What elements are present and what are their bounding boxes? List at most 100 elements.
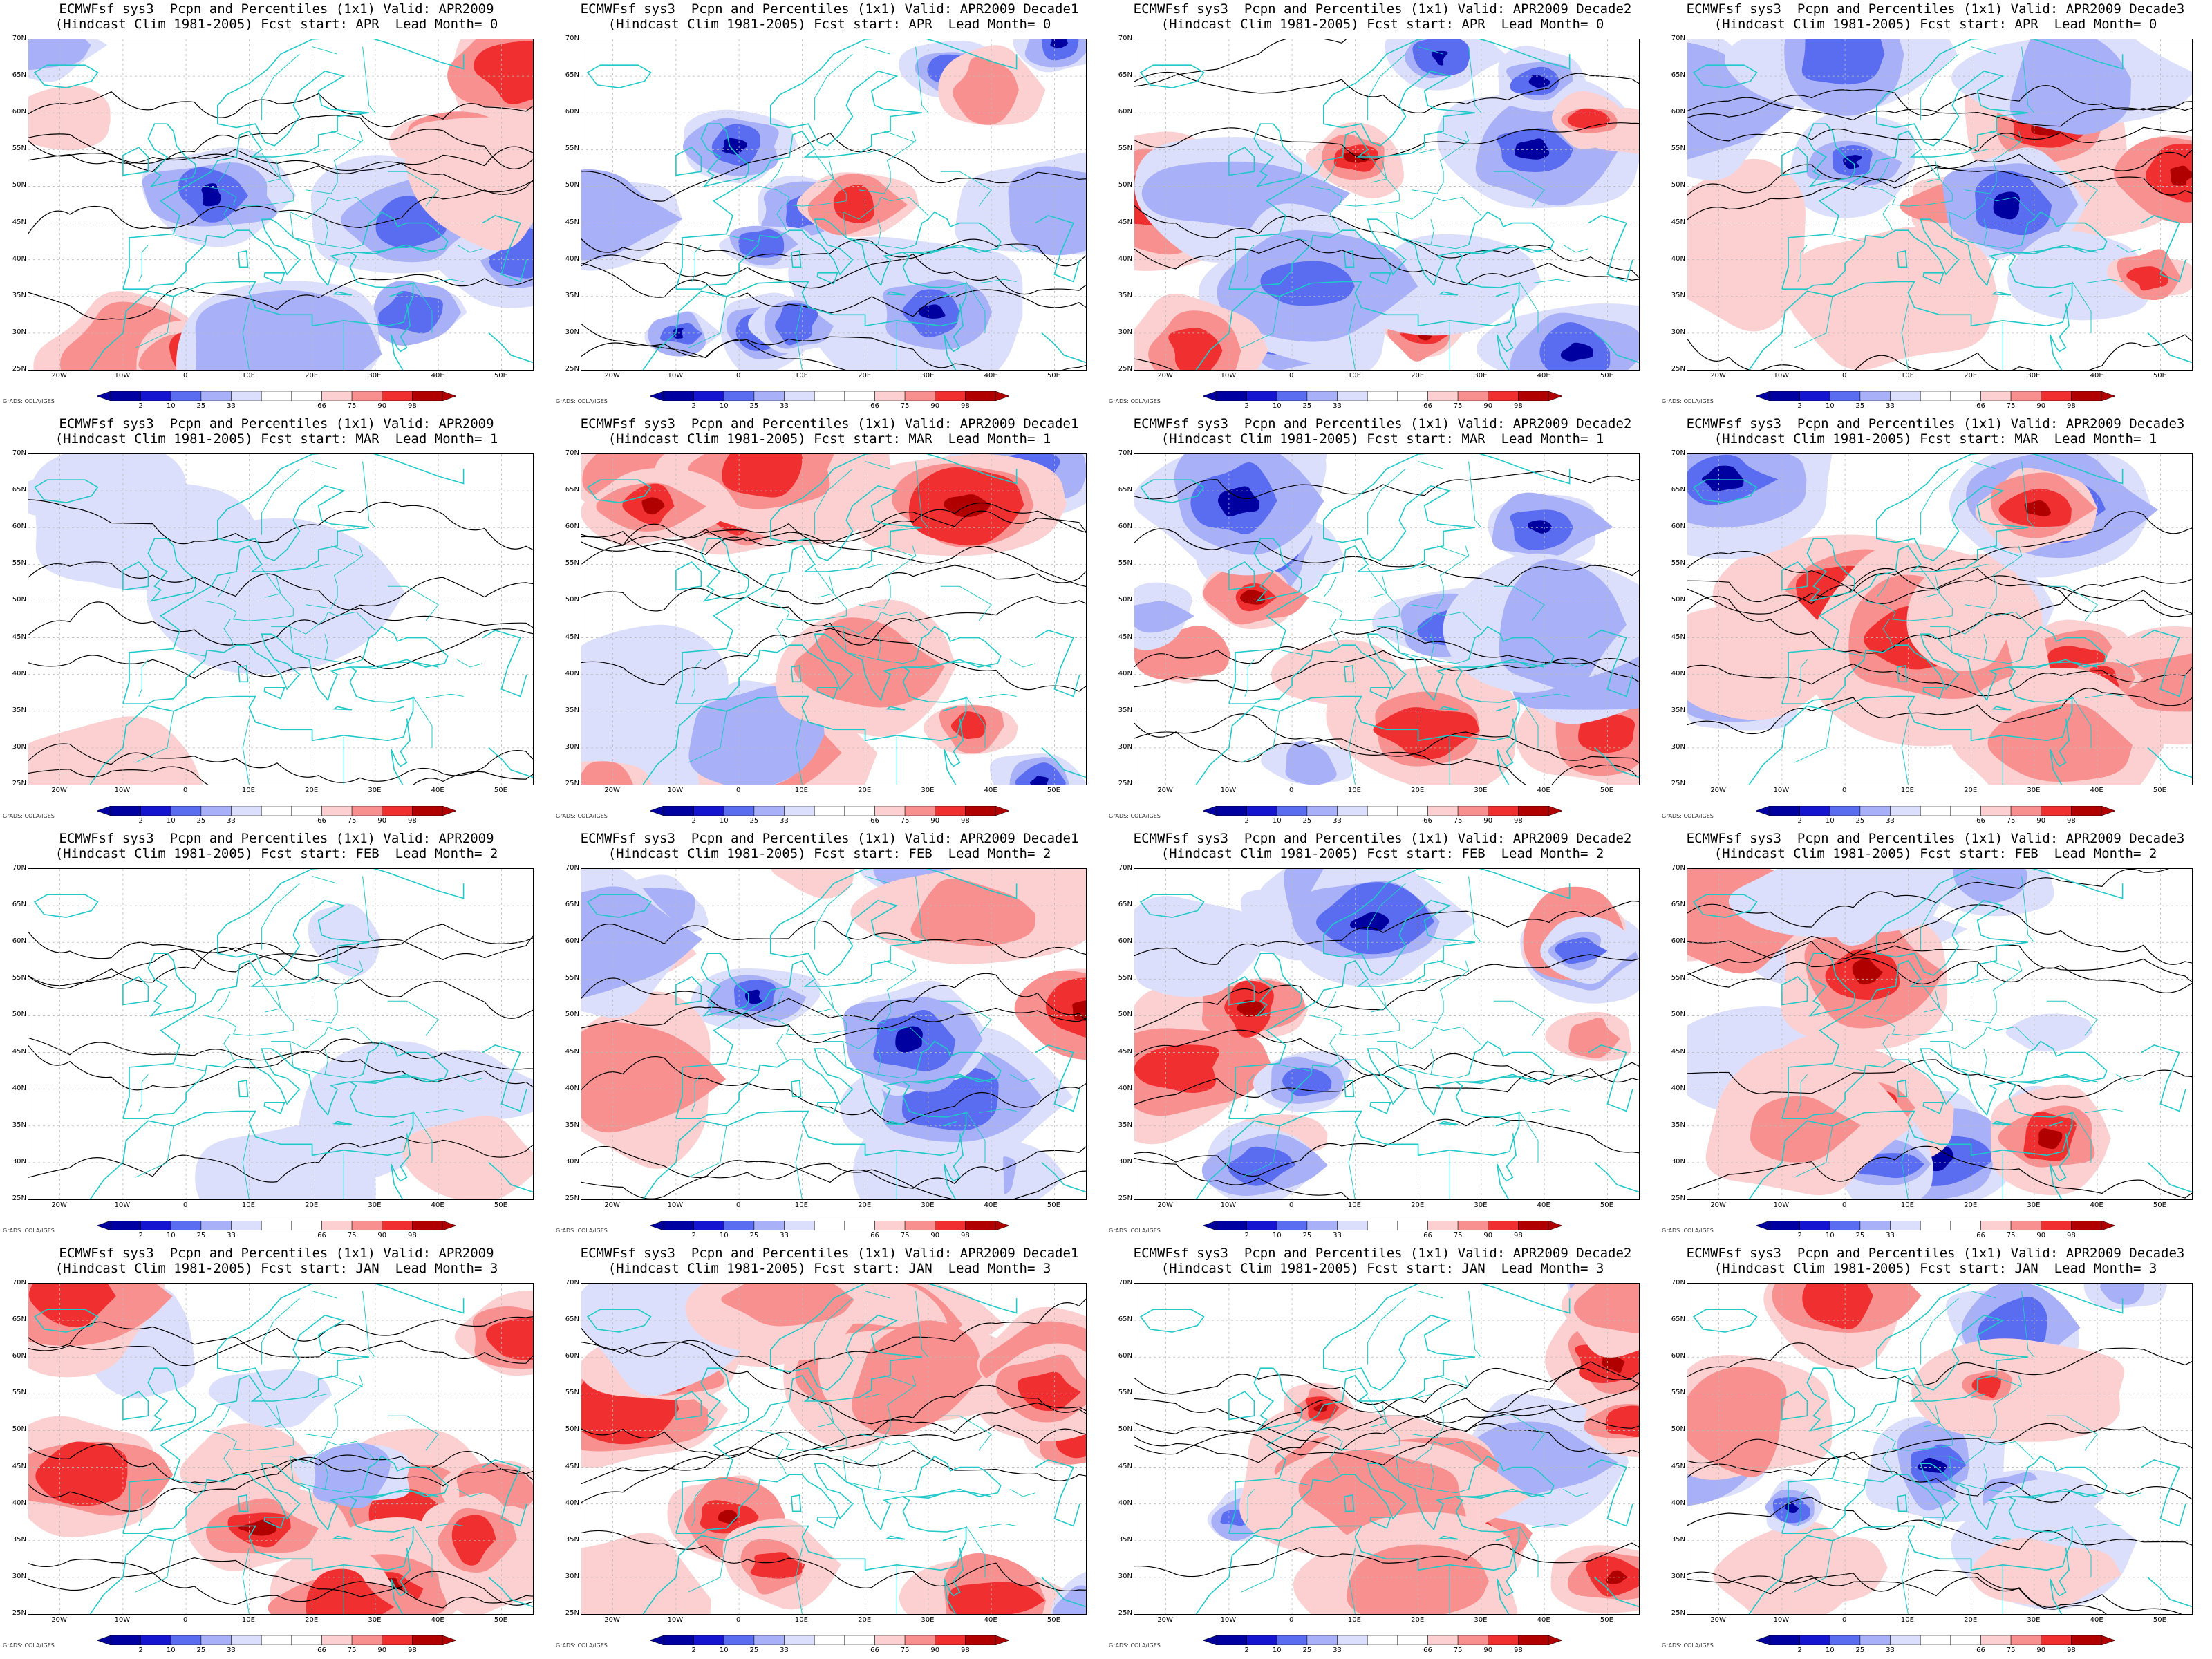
latitude-label: 25N [1118, 780, 1132, 787]
panel-title-line2: (Hindcast Clim 1981-2005) Fcst start: AP… [55, 17, 498, 32]
longitude-label: 10W [1220, 787, 1237, 794]
latitude-label: 60N [565, 108, 579, 116]
latitude-label: 65N [12, 71, 26, 79]
longitude-label: 10E [794, 372, 808, 379]
colorbar-tick-label: 25 [749, 402, 759, 410]
colorbar-tick-label: 75 [900, 817, 910, 825]
panel-title-line2: (Hindcast Clim 1981-2005) Fcst start: MA… [1714, 431, 2157, 447]
latitude-label: 40N [1671, 1084, 1685, 1092]
forecast-map-panel: ECMWFsf sys3 Pcpn and Percentiles (1x1) … [0, 1244, 553, 1659]
latitude-label: 30N [1118, 742, 1132, 751]
colorbar-tick-label: 2 [691, 817, 696, 825]
latitude-label: 70N [12, 35, 26, 42]
longitude-label: 10W [667, 787, 684, 794]
longitude-label: 20W [604, 1201, 620, 1209]
latitude-label: 30N [1671, 742, 1685, 751]
longitude-label: 10E [794, 1201, 808, 1209]
latitude-label: 45N [12, 1462, 26, 1470]
panel-title-line1: ECMWFsf sys3 Pcpn and Percentiles (1x1) … [59, 1, 494, 17]
panel-title-line1: ECMWFsf sys3 Pcpn and Percentiles (1x1) … [1133, 416, 1632, 431]
latitude-label: 50N [565, 1011, 579, 1019]
panel-title-line2: (Hindcast Clim 1981-2005) Fcst start: FE… [1714, 846, 2157, 861]
panel-title-line1: ECMWFsf sys3 Pcpn and Percentiles (1x1) … [1686, 1246, 2185, 1261]
colorbar-tick-label: 10 [719, 1647, 729, 1654]
latitude-label: 70N [1671, 864, 1685, 872]
longitude-label: 20E [1411, 787, 1425, 794]
longitude-label: 10E [1900, 787, 1914, 794]
colorbar-tick-label: 10 [166, 1232, 176, 1239]
forecast-map-panel: ECMWFsf sys3 Pcpn and Percentiles (1x1) … [553, 830, 1106, 1244]
colorbar-tick-label: 66 [317, 817, 326, 825]
longitude-label: 10E [1900, 1616, 1914, 1624]
latitude-label: 60N [1118, 937, 1132, 946]
latitude-label: 50N [1671, 596, 1685, 604]
grads-credit: GrADS: COLA/IGES [556, 1228, 608, 1234]
latitude-label: 70N [1671, 1279, 1685, 1286]
latitude-label: 55N [1671, 1389, 1685, 1397]
colorbar-tick-label: 10 [1272, 817, 1282, 825]
latitude-label: 50N [12, 1425, 26, 1434]
longitude-label: 50E [1600, 1616, 1613, 1624]
longitude-label: 0 [1288, 787, 1294, 794]
forecast-map-panel: ECMWFsf sys3 Pcpn and Percentiles (1x1) … [1659, 0, 2212, 415]
percentile-colorbar [650, 806, 1009, 816]
colorbar-tick-label: 90 [2036, 1232, 2046, 1239]
latitude-label: 65N [1118, 486, 1132, 494]
longitude-label: 40E [984, 1616, 997, 1624]
panel-title-line1: ECMWFsf sys3 Pcpn and Percentiles (1x1) … [59, 1246, 494, 1261]
latitude-label: 25N [1118, 1194, 1132, 1202]
latitude-label: 70N [12, 1279, 26, 1286]
latitude-label: 30N [1118, 1157, 1132, 1165]
longitude-label: 20E [1964, 1616, 1978, 1624]
colorbar-tick-label: 25 [196, 1647, 206, 1654]
longitude-label: 20W [1710, 1616, 1726, 1624]
precip-percentile-map [1134, 868, 1640, 1200]
longitude-label: 50E [494, 787, 507, 794]
latitude-label: 25N [1118, 365, 1132, 373]
precip-percentile-map [28, 868, 534, 1200]
percentile-colorbar [1203, 391, 1562, 401]
latitude-label: 40N [1118, 254, 1132, 263]
longitude-label: 10E [241, 787, 255, 794]
colorbar-tick-label: 2 [1797, 1232, 1802, 1239]
longitude-label: 20W [1710, 1201, 1726, 1209]
precip-percentile-map [1134, 1283, 1640, 1615]
latitude-label: 30N [12, 1157, 26, 1165]
longitude-label: 30E [2027, 1616, 2041, 1624]
colorbar-tick-label: 2 [691, 1232, 696, 1239]
colorbar-tick-label: 10 [166, 817, 176, 825]
longitude-label: 20E [305, 787, 319, 794]
latitude-label: 25N [1671, 365, 1685, 373]
latitude-label: 70N [565, 35, 579, 42]
latitude-label: 55N [12, 144, 26, 153]
forecast-map-panel: ECMWFsf sys3 Pcpn and Percentiles (1x1) … [1659, 1244, 2212, 1659]
colorbar-tick-label: 75 [900, 1232, 910, 1239]
colorbar-tick-label: 33 [227, 402, 236, 410]
latitude-label: 45N [1671, 1462, 1685, 1470]
latitude-label: 25N [565, 1194, 579, 1202]
latitude-label: 65N [12, 901, 26, 909]
grads-credit: GrADS: COLA/IGES [1662, 398, 1714, 404]
colorbar-tick-label: 90 [930, 402, 940, 410]
colorbar-tick-label: 33 [1333, 817, 1342, 825]
longitude-label: 0 [735, 787, 741, 794]
panel-title-line1: ECMWFsf sys3 Pcpn and Percentiles (1x1) … [580, 1, 1079, 17]
longitude-label: 0 [1841, 787, 1847, 794]
longitude-label: 40E [431, 1616, 444, 1624]
latitude-label: 50N [12, 181, 26, 189]
colorbar-tick-label: 2 [1797, 402, 1802, 410]
colorbar-tick-label: 10 [166, 402, 176, 410]
colorbar-tick-label: 33 [1333, 1647, 1342, 1654]
longitude-label: 10W [1773, 372, 1790, 379]
colorbar-tick-label: 25 [1302, 402, 1312, 410]
colorbar-tick-label: 33 [1886, 1647, 1895, 1654]
longitude-label: 50E [2153, 1616, 2166, 1624]
colorbar-tick-label: 2 [1244, 1647, 1249, 1654]
latitude-label: 70N [565, 449, 579, 457]
percentile-colorbar [97, 1221, 456, 1230]
longitude-label: 40E [431, 787, 444, 794]
precip-percentile-map [1687, 39, 2193, 371]
longitude-label: 0 [182, 1201, 188, 1209]
longitude-label: 0 [1288, 372, 1294, 379]
colorbar-tick-label: 66 [1423, 1232, 1432, 1239]
